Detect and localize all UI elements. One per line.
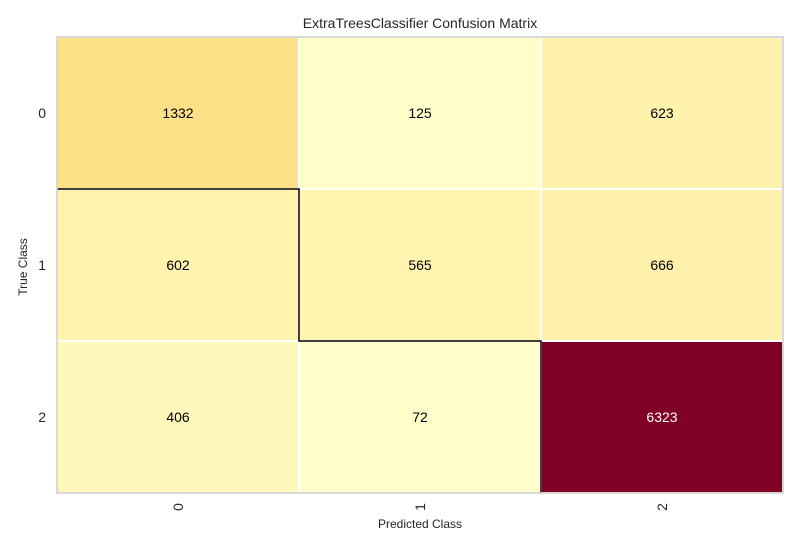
x-tick-label-0: 0 xyxy=(170,503,186,511)
x-axis-label: Predicted Class xyxy=(378,517,462,531)
matrix-cell-1-0 xyxy=(56,188,300,342)
y-tick-label-0: 0 xyxy=(38,105,46,121)
cells-layer xyxy=(56,36,784,494)
chart-title: ExtraTreesClassifier Confusion Matrix xyxy=(303,15,537,31)
cell-value-1-1: 565 xyxy=(408,257,432,273)
matrix-cell-0-0 xyxy=(56,36,300,190)
cell-value-0-1: 125 xyxy=(408,105,432,121)
cell-value-2-1: 72 xyxy=(412,409,428,425)
matrix-cell-0-1 xyxy=(298,36,542,190)
matrix-cell-1-1 xyxy=(298,188,542,342)
x-tick-label-2: 2 xyxy=(654,503,670,511)
cell-value-2-2: 6323 xyxy=(646,409,677,425)
matrix-cell-1-2 xyxy=(540,188,784,342)
x-tick-label-1: 1 xyxy=(412,503,428,511)
matrix-cell-2-1 xyxy=(298,340,542,494)
cell-labels-layer: 1332 125 623 602 565 666 406 72 6323 xyxy=(162,105,677,425)
y-tick-label-1: 1 xyxy=(38,257,46,273)
cell-value-2-0: 406 xyxy=(166,409,190,425)
cell-value-0-2: 623 xyxy=(650,105,674,121)
diagonal-highlight xyxy=(57,188,542,493)
ticks-layer: 0 1 2 0 1 2 xyxy=(38,105,670,511)
y-axis-label: True Class xyxy=(16,238,30,296)
diagonal-outline xyxy=(57,188,542,493)
plot-frame xyxy=(56,36,784,494)
cell-value-1-2: 666 xyxy=(650,257,674,273)
cell-value-1-0: 602 xyxy=(166,257,190,273)
y-tick-label-2: 2 xyxy=(38,409,46,425)
cell-value-0-0: 1332 xyxy=(162,105,193,121)
